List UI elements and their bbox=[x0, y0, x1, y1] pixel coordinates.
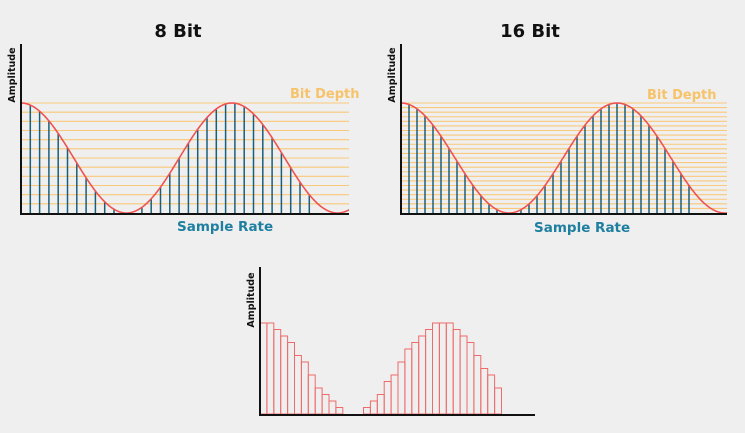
quantized-step bbox=[335, 407, 344, 415]
quantized-step bbox=[287, 342, 296, 415]
quantized-step bbox=[321, 394, 330, 415]
y-axis-label: Amplitude bbox=[387, 47, 398, 102]
waveform bbox=[20, 102, 350, 214]
quantized-step bbox=[418, 335, 427, 415]
bit-depth-label: Bit Depth bbox=[290, 87, 360, 102]
panel-8-bit: 8 Bit Amplitude Bit Depth Sample Rate bbox=[7, 21, 360, 235]
quantized-step bbox=[383, 381, 392, 415]
panel-title: 8 Bit bbox=[154, 21, 202, 42]
quantized-step bbox=[314, 387, 323, 415]
quantized-step bbox=[411, 342, 420, 415]
quantized-step bbox=[473, 355, 482, 415]
waveform bbox=[400, 102, 728, 214]
quantized-step bbox=[494, 387, 503, 415]
quantized-step bbox=[273, 329, 282, 415]
quantized-step bbox=[404, 348, 413, 415]
quantized-step bbox=[369, 400, 378, 415]
quantized-step bbox=[459, 335, 468, 415]
quantized-step bbox=[294, 355, 302, 415]
quantized-step bbox=[487, 374, 496, 415]
quantized-step bbox=[376, 394, 385, 415]
quantized-step bbox=[280, 335, 289, 415]
quantized-step bbox=[452, 329, 461, 415]
y-axis-label: Amplitude bbox=[7, 47, 18, 102]
bit-depth-label: Bit Depth bbox=[647, 88, 717, 103]
quantized-step bbox=[445, 322, 454, 415]
quantized-step bbox=[390, 374, 399, 415]
axes bbox=[259, 267, 535, 416]
y-axis-label: Amplitude bbox=[246, 272, 257, 327]
panel-title: 16 Bit bbox=[500, 21, 560, 42]
sample-rate-label: Sample Rate bbox=[534, 220, 630, 236]
quantized-step bbox=[363, 407, 371, 415]
quantized-step bbox=[259, 322, 268, 415]
quantized-step bbox=[397, 361, 406, 415]
quantized-step bbox=[432, 322, 440, 415]
quantized-step bbox=[425, 329, 434, 415]
quantized-step bbox=[266, 322, 275, 415]
sample-rate-label: Sample Rate bbox=[177, 219, 273, 235]
panel-quantized: Amplitude bbox=[246, 267, 535, 416]
sample-lines bbox=[408, 103, 690, 213]
quantized-steps bbox=[259, 322, 503, 415]
quantized-step bbox=[466, 342, 475, 415]
axes bbox=[20, 44, 349, 215]
quantized-step bbox=[480, 368, 489, 415]
quantized-step bbox=[438, 322, 447, 415]
quantized-step bbox=[300, 361, 309, 415]
axes bbox=[400, 44, 727, 215]
quantized-step bbox=[307, 374, 316, 415]
quantized-step bbox=[328, 400, 337, 415]
panel-16-bit: 16 Bit Amplitude Bit Depth Sample Rate bbox=[387, 21, 728, 236]
